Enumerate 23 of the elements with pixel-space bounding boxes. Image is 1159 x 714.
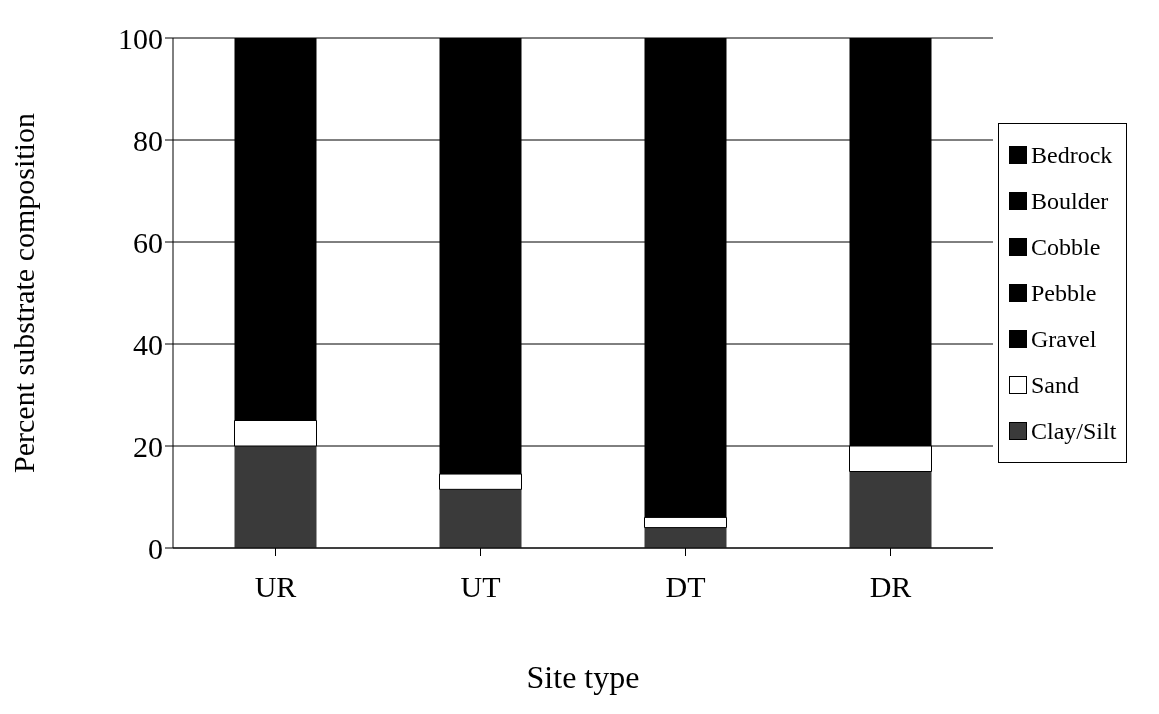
legend-label: Sand xyxy=(1031,371,1079,400)
bar xyxy=(234,446,317,548)
legend-label: Cobble xyxy=(1031,233,1101,262)
bar xyxy=(849,471,932,548)
x-tick-label: DR xyxy=(869,570,912,604)
y-tick-label: 80 xyxy=(133,123,163,157)
legend-label: Boulder xyxy=(1031,187,1109,216)
bar xyxy=(439,489,522,548)
y-tick-label: 100 xyxy=(118,21,163,55)
y-tick-label: 20 xyxy=(133,429,163,463)
x-tick-label: DT xyxy=(665,570,706,604)
y-axis-title: Percent substrate composition xyxy=(6,113,40,473)
legend-label: Gravel xyxy=(1031,325,1097,354)
x-axis-title: Site type xyxy=(526,659,640,695)
y-tick-label: 60 xyxy=(133,225,163,259)
y-tick-label: 40 xyxy=(133,327,163,361)
y-tick-label: 0 xyxy=(148,531,163,565)
x-tick-label: UR xyxy=(254,570,297,604)
x-tick-label: UT xyxy=(460,570,501,604)
legend-label: Clay/Silt xyxy=(1031,417,1117,446)
legend-label: Pebble xyxy=(1031,279,1097,308)
bar xyxy=(644,527,727,548)
legend-label: Bedrock xyxy=(1031,141,1113,170)
